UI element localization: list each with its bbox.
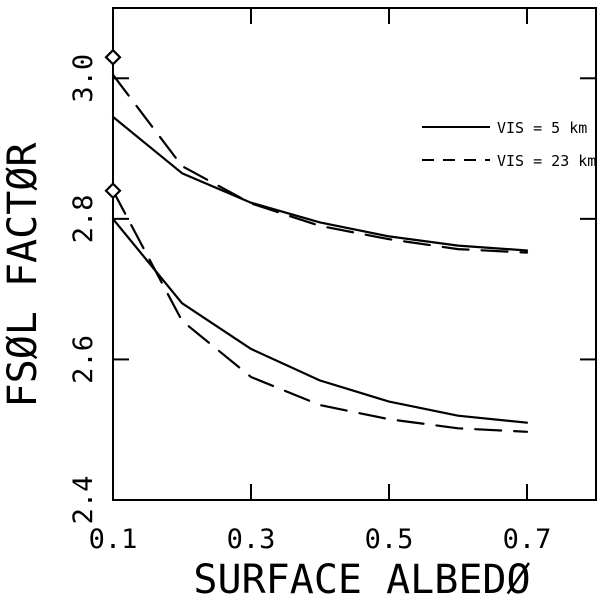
y-tick-label: 2.6 [68,335,99,384]
x-tick-label: 0.3 [227,524,276,555]
x-tick-label: 0.7 [503,524,552,555]
x-tick-label: 0.5 [365,524,414,555]
diamond-marker [104,48,122,66]
diamond-marker [104,182,122,200]
x-tick-label: 0.1 [89,524,138,555]
plot-frame [112,7,597,501]
dashed-curve-line [111,189,529,433]
dashed-curve-line [111,73,529,254]
y-tick-label: 2.4 [68,476,99,525]
marker-group [104,48,122,200]
y-tick-label: 3.0 [68,54,99,103]
solid-curve-line [111,217,529,424]
x-axis-title: SURFACE ALBEDØ [193,557,530,601]
y-tick-label: 2.8 [68,194,99,243]
legend: VIS = 5 km VIS = 23 km [422,119,596,170]
axis-label-group: SURFACE ALBEDØ FSØL FACTØR [0,142,531,603]
tick-group: 0.1 0.3 0.5 0.7 2.4 2.6 2.8 3.0 [68,8,596,555]
plot-frame-group [112,7,597,501]
series-group [111,73,529,433]
legend-label: VIS = 23 km [497,152,596,170]
y-axis-title: FSØL FACTØR [0,142,46,408]
solid-curve-line [111,115,529,252]
legend-label: VIS = 5 km [497,119,587,137]
